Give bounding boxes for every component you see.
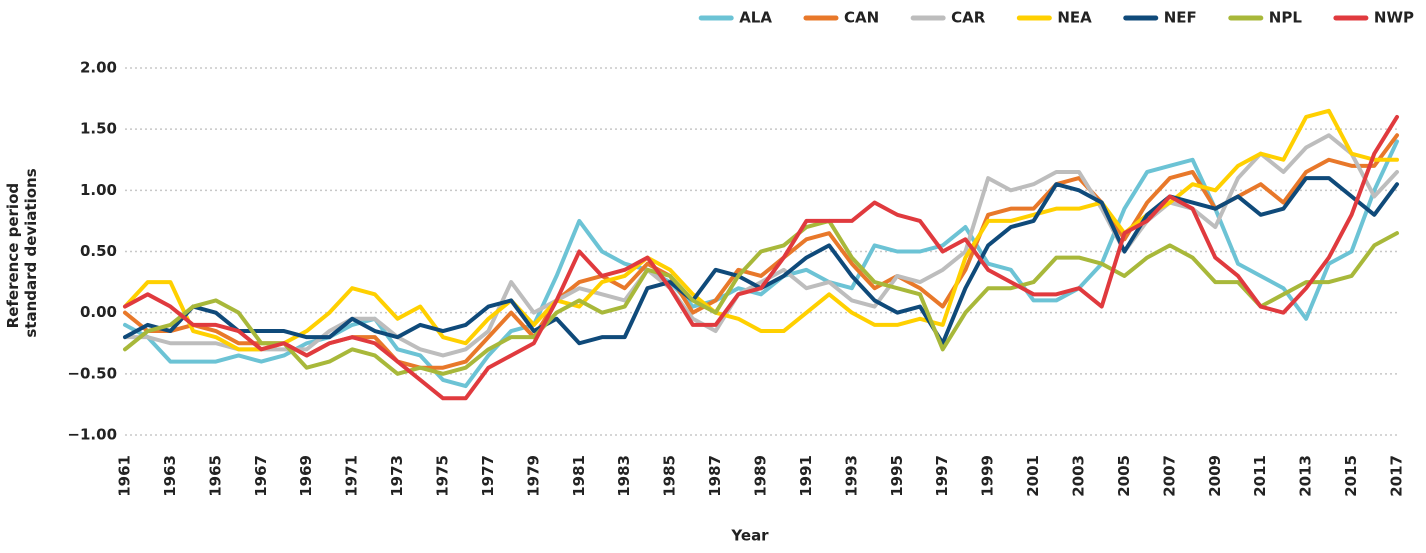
series-line	[123, 176, 1399, 346]
x-tick-label: 1967	[252, 455, 270, 497]
x-tick-label: 1977	[479, 455, 497, 497]
y-axis-label-line: standard deviations	[22, 168, 40, 337]
x-tick-label: 2015	[1342, 455, 1360, 497]
x-tick-label: 1969	[297, 455, 315, 497]
x-tick-label: 1983	[615, 455, 633, 497]
legend-label: NPL	[1269, 9, 1303, 27]
x-tick-label: 2007	[1160, 455, 1178, 497]
x-tick-label: 1981	[570, 455, 588, 497]
y-axis-label-line: Reference period	[4, 183, 22, 328]
y-tick-label: 0.00	[80, 303, 117, 321]
legend-label: CAR	[951, 9, 986, 27]
legend-item: NWP	[1333, 9, 1414, 27]
x-tick-label: 2009	[1206, 455, 1224, 497]
x-tick-label: 1999	[979, 455, 997, 497]
legend-item: CAN	[803, 9, 879, 27]
legend-item: CAR	[910, 9, 986, 27]
x-tick-label: 1993	[842, 455, 860, 497]
x-tick-label: 1991	[797, 455, 815, 497]
x-tick-label: 1997	[933, 455, 951, 497]
series-line	[123, 114, 1399, 401]
y-tick-label: 1.00	[80, 181, 117, 199]
x-tick-label: 1989	[752, 455, 770, 497]
x-axis-label: Year	[730, 527, 769, 545]
x-tick-label: 1961	[116, 455, 134, 497]
legend-label: NEA	[1057, 9, 1092, 27]
legend-item: NEF	[1123, 9, 1197, 27]
x-tick-label: 1979	[524, 455, 542, 497]
x-tick-label: 2005	[1115, 455, 1133, 497]
x-tick-label: 2017	[1388, 455, 1406, 497]
legend-label: NEF	[1164, 9, 1197, 27]
legend-label: NWP	[1374, 9, 1414, 27]
x-tick-label: 1975	[434, 455, 452, 497]
series-line	[123, 108, 1399, 352]
legend-item: NEA	[1016, 9, 1092, 27]
x-tick-label: 1971	[343, 455, 361, 497]
x-tick-label: 2003	[1070, 455, 1088, 497]
y-tick-label: −0.50	[67, 364, 117, 382]
y-tick-label: 2.00	[80, 59, 117, 77]
y-tick-label: 0.50	[80, 242, 117, 260]
x-tick-label: 2001	[1024, 455, 1042, 497]
y-axis-label: Reference period standard deviations	[4, 168, 40, 337]
x-tick-label: 1973	[388, 455, 406, 497]
legend-item: ALA	[698, 9, 772, 27]
legend-label: ALA	[739, 9, 772, 27]
y-tick-label: −1.00	[67, 426, 117, 444]
x-tick-label: 2013	[1297, 455, 1315, 497]
x-tick-label: 1985	[661, 455, 679, 497]
x-tick-label: 1995	[888, 455, 906, 497]
x-tick-label: 1987	[706, 455, 724, 497]
y-tick-label: 1.50	[80, 120, 117, 138]
legend-label: CAN	[844, 9, 879, 27]
x-tick-label: 1963	[161, 455, 179, 497]
x-tick-label: 2011	[1251, 455, 1269, 497]
x-tick-label: 1965	[206, 455, 224, 497]
series-line	[123, 218, 1399, 376]
legend-item: NPL	[1228, 9, 1303, 27]
